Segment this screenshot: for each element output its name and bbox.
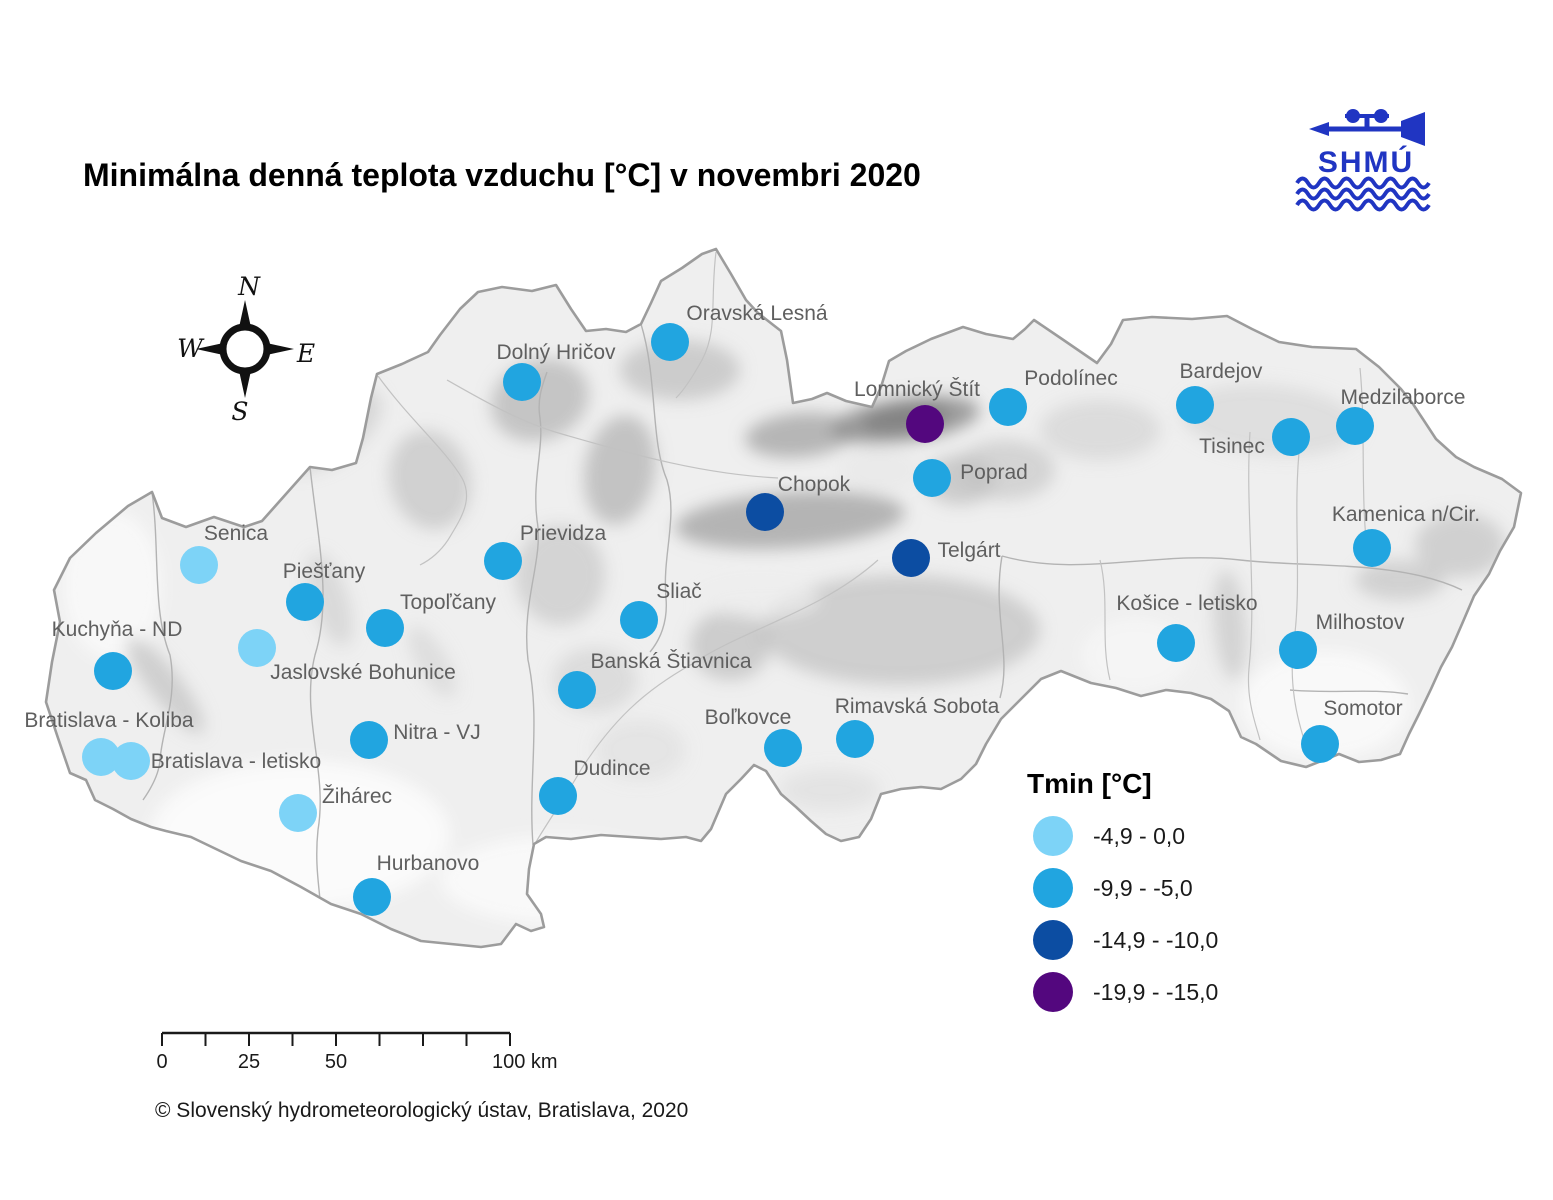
station-label: Tisinec — [1199, 435, 1265, 458]
scale-label: 50 — [325, 1051, 347, 1073]
scale-label: 0 — [156, 1051, 167, 1073]
legend-label: -14,9 - -10,0 — [1093, 927, 1218, 953]
station-dot — [82, 738, 120, 776]
region-borders — [142, 251, 1463, 907]
copyright-text: © Slovenský hydrometeorologický ústav, B… — [155, 1099, 688, 1122]
legend-label: -9,9 - -5,0 — [1093, 875, 1193, 901]
legend-swatch — [1033, 816, 1073, 856]
station-dot — [1272, 418, 1310, 456]
station-label: Nitra - VJ — [393, 721, 481, 744]
station-label: Kuchyňa - ND — [52, 618, 183, 641]
station-label: Kamenica n/Cir. — [1332, 503, 1480, 526]
station-label: Senica — [204, 522, 269, 545]
legend-swatch — [1033, 972, 1073, 1012]
station-label: Bardejov — [1180, 360, 1263, 383]
station-label: Piešťany — [283, 560, 366, 583]
station-label: Sliač — [656, 580, 702, 603]
compass-north-label: N — [237, 272, 261, 301]
station-dot — [112, 742, 150, 780]
scale-label: 25 — [238, 1051, 260, 1073]
station-dot — [1336, 407, 1374, 445]
logo-text: SHMÚ — [1318, 145, 1414, 179]
station-dot — [350, 721, 388, 759]
station-label: Topoľčany — [400, 591, 497, 614]
station-dot — [906, 405, 944, 443]
waves-icon — [1295, 176, 1431, 212]
station-dot — [353, 878, 391, 916]
station-dot — [180, 546, 218, 584]
station-label: Bratislava - Koliba — [24, 709, 194, 732]
page-title: Minimálna denná teplota vzduchu [°C] v n… — [83, 157, 921, 193]
station-dot — [286, 583, 324, 621]
scale-label: 100 km — [492, 1051, 558, 1073]
station-label: Medzilaborce — [1341, 386, 1466, 409]
station-label: Bratislava - letisko — [151, 750, 321, 773]
legend: Tmin [°C] -4,9 - 0,0 -9,9 - -5,0 -14,9 - -… — [1027, 768, 1218, 1012]
compass-rose: N W E S — [177, 272, 315, 426]
legend-swatch — [1033, 868, 1073, 908]
compass-circle — [219, 323, 271, 375]
station-dot — [94, 652, 132, 690]
station-label: Košice - letisko — [1116, 592, 1257, 615]
station-label: Telgárt — [937, 539, 1000, 562]
station-dot — [503, 363, 541, 401]
station-label: Poprad — [960, 461, 1028, 484]
station-label: Žihárec — [322, 785, 392, 808]
station-dot — [484, 542, 522, 580]
station-dot — [620, 601, 658, 639]
station-label: Boľkovce — [705, 706, 792, 729]
station-label: Somotor — [1323, 697, 1402, 720]
weather-vane-icon — [1309, 109, 1425, 146]
legend-swatch — [1033, 920, 1073, 960]
station-dot — [892, 539, 930, 577]
station-label: Podolínec — [1024, 367, 1117, 390]
stations-layer: Dolný Hričov Oravská Lesná Lomnický Štít Po… — [24, 302, 1480, 916]
station-label: Dolný Hričov — [496, 341, 616, 364]
station-dot — [913, 459, 951, 497]
legend-rows: -4,9 - 0,0 -9,9 - -5,0 -14,9 - -10,0 -19,9 … — [1033, 816, 1218, 1012]
station-label: Dudince — [573, 757, 650, 780]
station-dot — [238, 629, 276, 667]
station-dot — [366, 609, 404, 647]
station-dot — [558, 671, 596, 709]
station-label: Prievidza — [520, 522, 607, 545]
station-dot — [279, 794, 317, 832]
compass-east-label: E — [296, 339, 315, 368]
station-dot — [539, 777, 577, 815]
station-dot — [1353, 529, 1391, 567]
scale-bar: 0 25 50 100 km — [156, 1031, 558, 1073]
station-dot — [1279, 631, 1317, 669]
relief-shading — [62, 340, 1505, 925]
station-dot — [1301, 725, 1339, 763]
station-label: Oravská Lesná — [686, 302, 828, 325]
station-label: Chopok — [778, 473, 851, 496]
shmu-logo: SHMÚ — [1295, 109, 1431, 212]
station-dot — [764, 729, 802, 767]
station-label: Jaslovské Bohunice — [270, 661, 456, 684]
compass-west-label: W — [177, 334, 205, 363]
station-label: Banská Štiavnica — [590, 650, 751, 673]
compass-south-label: S — [231, 397, 248, 426]
station-label: Hurbanovo — [377, 852, 480, 875]
legend-label: -4,9 - 0,0 — [1093, 823, 1185, 849]
station-dot — [989, 388, 1027, 426]
station-dot — [836, 720, 874, 758]
station-label: Rimavská Sobota — [835, 695, 1000, 718]
legend-title: Tmin [°C] — [1027, 768, 1152, 799]
station-dot — [1176, 386, 1214, 424]
station-dot — [746, 493, 784, 531]
station-dot — [651, 323, 689, 361]
station-dot — [1157, 624, 1195, 662]
legend-label: -19,9 - -15,0 — [1093, 979, 1218, 1005]
station-label: Lomnický Štít — [854, 378, 980, 401]
station-label: Milhostov — [1316, 611, 1405, 634]
